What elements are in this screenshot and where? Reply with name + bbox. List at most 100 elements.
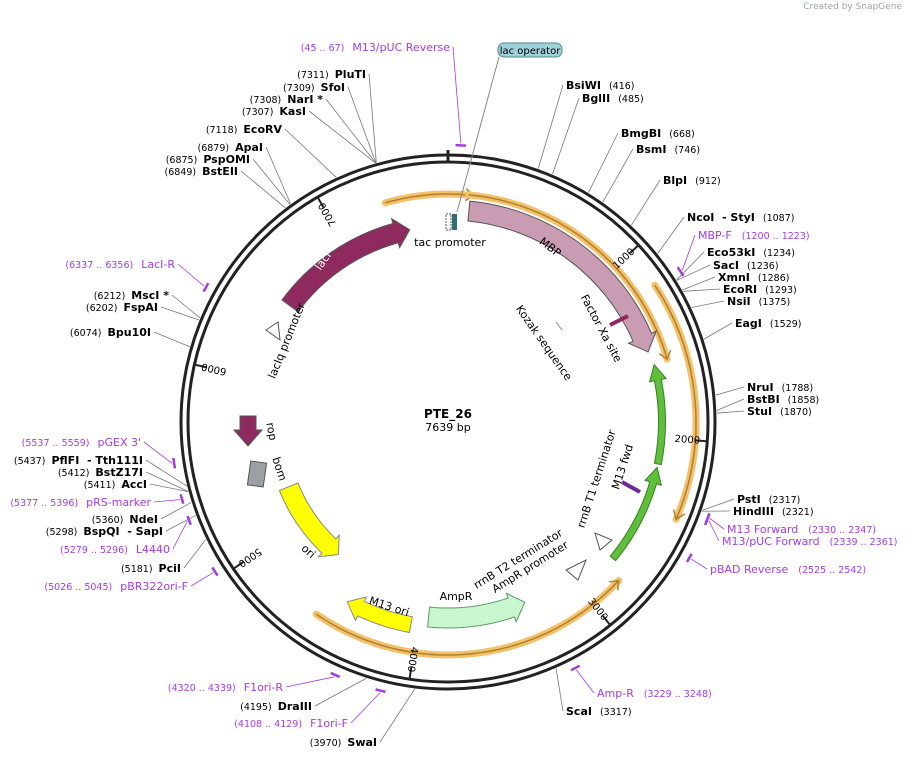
primer-m13-puc-forward[interactable]: M13/pUC Forward (2339 .. 2361) (703, 514, 898, 548)
site-stui[interactable]: StuI (1870) (747, 405, 812, 418)
primer-range: (45 .. 67) (301, 43, 345, 54)
site-leader (145, 459, 187, 487)
svg-text:BglII(485): BglII (485) (582, 92, 644, 105)
bom-box[interactable] (246, 460, 268, 488)
m13-ori-arrow[interactable] (346, 596, 413, 634)
site-bsiwi[interactable]: BsiWI (416) (566, 79, 634, 92)
site-kasi[interactable]: (7307) KasI (242, 105, 306, 118)
primer-l4440[interactable]: (5279 .. 5296) L4440 (60, 515, 192, 556)
primer-mark (570, 664, 581, 672)
primer-prs-marker[interactable]: (5377 .. 5396) pRS-marker (10, 493, 185, 509)
site-nrui[interactable]: NruI (1788) (747, 381, 813, 394)
primer-mark (172, 457, 177, 469)
site-ncoi-styi[interactable]: NcoI - StyI (1087) (687, 211, 794, 224)
site-leader (160, 502, 192, 520)
svg-text:(7309)SfoI: (7309) SfoI (283, 81, 345, 94)
site-nsii[interactable]: NsiI (1375) (727, 295, 790, 308)
orf-arc-right (651, 281, 700, 523)
primer-f1ori-f[interactable]: (4108 .. 4129) F1ori-F (234, 688, 386, 730)
site-msci[interactable]: (6212) MscI * (94, 289, 170, 302)
primer-name: pGEX 3' (97, 436, 141, 449)
mbp-arrow[interactable] (467, 200, 657, 353)
svg-text:(6879)ApaI: (6879) ApaI (198, 141, 264, 154)
svg-text:M13/pUC Forward(2339 .. 2361): M13/pUC Forward (2339 .. 2361) (722, 535, 898, 548)
kozak-mark[interactable] (555, 321, 563, 331)
site-leader (537, 84, 564, 169)
tac-promoter-mark[interactable] (452, 214, 457, 230)
site-bpu10i[interactable]: (6074) Bpu10I (70, 326, 151, 339)
site-blpi[interactable]: BlpI (912) (663, 174, 721, 187)
primer-range: (5377 .. 5396) (10, 498, 78, 509)
site-fspai[interactable]: (6202) FspAI (86, 301, 158, 314)
primer-mbp-f[interactable]: MBP-F (1200 .. 1223) (676, 229, 810, 277)
svg-text:(5026 .. 5045)pBR322ori-F: (5026 .. 5045) pBR322ori-F (44, 580, 188, 593)
site-pos: (5360) (92, 515, 124, 526)
site-xmni[interactable]: XmnI (1286) (718, 271, 789, 284)
terminator-arrow-1[interactable] (648, 363, 668, 466)
site-scai[interactable]: ScaI (3317) (566, 705, 632, 718)
site-leader (314, 677, 367, 707)
site-pflfi-tth111i[interactable]: (5437) PflFI - Tth111I (14, 454, 143, 467)
primer-pbad-reverse[interactable]: pBAD Reverse (2525 .. 2542) (685, 553, 866, 576)
site-leader (149, 483, 189, 493)
site-bspqi-sapi[interactable]: (5298) BspQI - SapI (46, 525, 163, 538)
site-bstbi[interactable]: BstBI (1858) (747, 393, 819, 406)
site-saci[interactable]: SacI (1236) (713, 259, 779, 272)
svg-text:(7118)EcoRV: (7118) EcoRV (206, 123, 283, 136)
terminator-arrow-2[interactable] (609, 466, 663, 562)
site-bglii[interactable]: BglII (485) (582, 92, 644, 105)
site-pspomi[interactable]: (6875) PspOMI (166, 153, 250, 166)
site-draiii[interactable]: (4195) DraIII (240, 700, 312, 713)
ori-arrow[interactable] (278, 482, 340, 558)
feature-label-laciq-promoter: lacIq promoter (266, 300, 308, 380)
primer-laci-r[interactable]: (6337 .. 6356) LacI-R (65, 258, 210, 293)
site-bsteii[interactable]: (6849) BstEII (165, 165, 238, 178)
site-ecorv[interactable]: (7118) EcoRV (206, 123, 283, 136)
site-leader (715, 386, 745, 396)
primer-pbr322ori-f[interactable]: (5026 .. 5045) pBR322ori-F (44, 566, 219, 593)
lac-operator-tag[interactable]: lac operator (456, 42, 563, 213)
lac-operator-mark[interactable] (445, 213, 452, 231)
primer-m13-puc-reverse[interactable]: (45 .. 67) M13/pUC Reverse (301, 41, 467, 147)
site-apai[interactable]: (6879) ApaI (198, 141, 264, 154)
site-nari[interactable]: (7308) NarI * (250, 93, 324, 106)
factor-xa-mark[interactable] (609, 314, 629, 327)
ampR-arrow[interactable] (427, 592, 526, 629)
site-bstz17i[interactable]: (5412) BstZ17I (58, 466, 143, 479)
primer-f1ori-r[interactable]: (4320 .. 4339) F1ori-R (168, 671, 341, 694)
site-pos: (485) (618, 94, 644, 105)
site-pcii[interactable]: (5181) PciI (121, 562, 181, 575)
site-acci[interactable]: (5411) AccI (84, 478, 147, 491)
primer-pgex-3[interactable]: (5537 .. 5559) pGEX 3' (22, 436, 177, 469)
site-pos: (668) (669, 129, 695, 140)
site-pluti[interactable]: (7311) PluTI (297, 68, 366, 81)
svg-text:(4108 .. 4129)F1ori-F: (4108 .. 4129) F1ori-F (234, 717, 348, 730)
site-bsmi[interactable]: BsmI (746) (636, 143, 700, 156)
site-leader (676, 264, 711, 281)
site-eagi[interactable]: EagI (1529) (735, 317, 802, 330)
primer-name: M13/pUC Forward (722, 535, 820, 548)
site-eco53ki[interactable]: Eco53kI (1234) (707, 246, 795, 259)
site-name: NruI (747, 381, 774, 394)
site-name: HindIII (733, 505, 774, 518)
rop-arrow[interactable] (232, 415, 264, 447)
site-sfoi[interactable]: (7309) SfoI (283, 81, 345, 94)
site-bmgbi[interactable]: BmgBI (668) (621, 127, 695, 140)
ampR-promoter-mark[interactable] (565, 558, 587, 581)
svg-text:(5412)BstZ17I: (5412) BstZ17I (58, 466, 143, 479)
site-hindiii[interactable]: HindIII (2321) (733, 505, 814, 518)
primer-amp-r[interactable]: Amp-R (3229 .. 3248) (570, 664, 712, 700)
site-swai[interactable]: (3970) SwaI (310, 736, 377, 749)
primer-range: (3229 .. 3248) (644, 689, 712, 700)
site-ecori[interactable]: EcoRI (1293) (723, 283, 797, 296)
site-name: PstI (737, 493, 761, 506)
site-name: ApaI (235, 141, 263, 154)
laciq-promoter-mark[interactable] (265, 321, 281, 342)
svg-text:(7308)NarI *: (7308) NarI * (250, 93, 324, 106)
rrnb-t2-mark[interactable] (594, 532, 613, 551)
site-ndei[interactable]: (5360) NdeI (92, 513, 158, 526)
m13-fwd-mark[interactable] (621, 480, 641, 494)
site-psti[interactable]: PstI (2317) (737, 493, 800, 506)
lacI-arrow[interactable] (281, 217, 411, 313)
feature-label-rop: rop (263, 421, 279, 441)
